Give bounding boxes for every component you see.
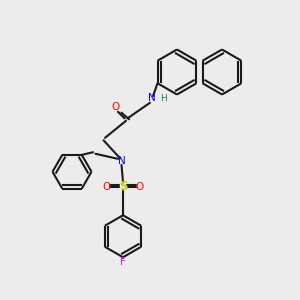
Text: O: O: [111, 102, 120, 112]
Text: F: F: [120, 257, 126, 267]
Text: N: N: [148, 93, 155, 103]
Text: S: S: [119, 180, 127, 193]
Text: O: O: [102, 182, 111, 192]
Text: H: H: [160, 94, 167, 103]
Text: O: O: [135, 182, 144, 192]
Text: N: N: [118, 156, 125, 166]
